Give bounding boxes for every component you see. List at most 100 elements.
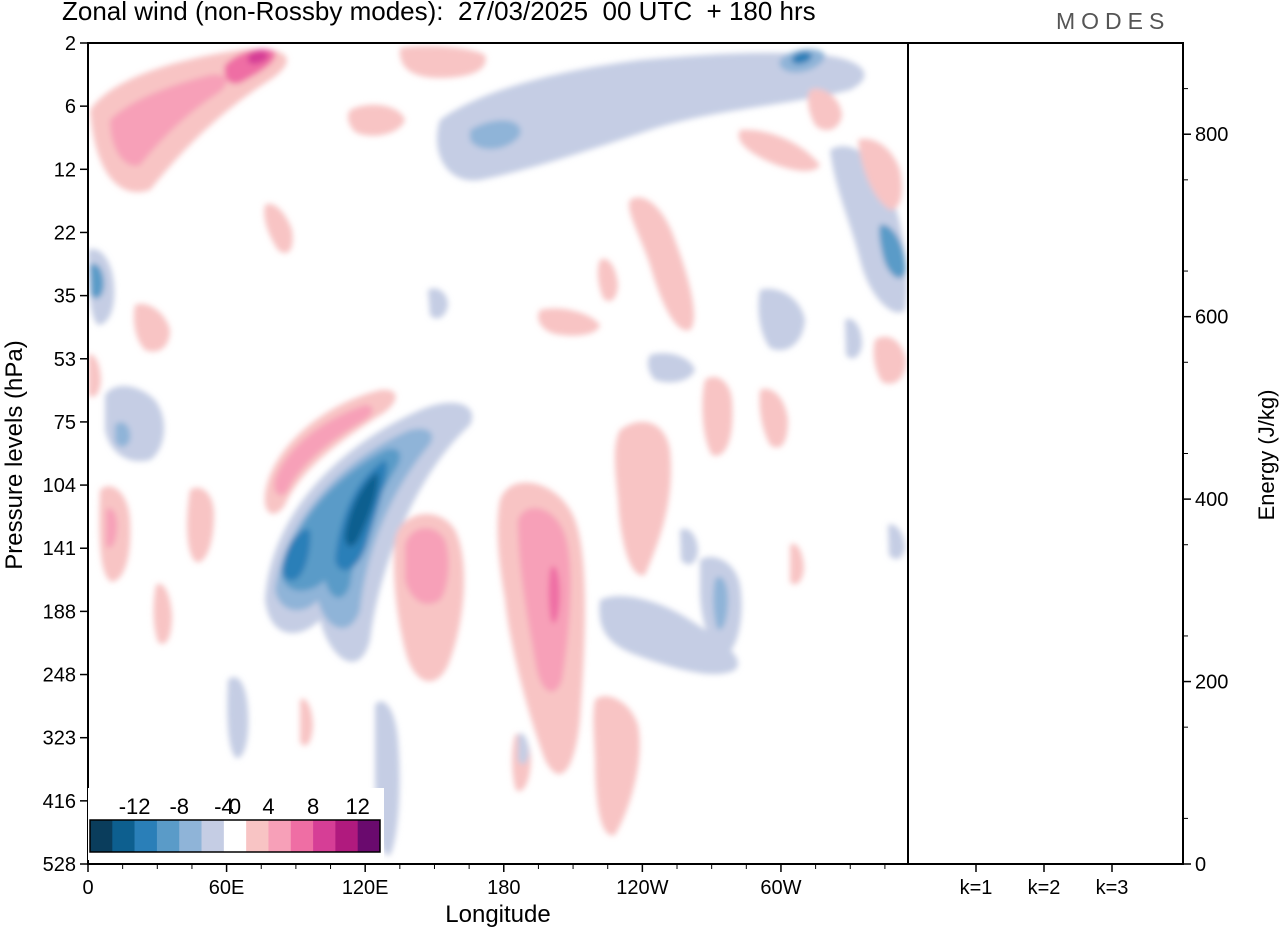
contour-positive-streak-15: [300, 698, 313, 746]
x-tick-label: 120W: [616, 877, 668, 899]
contour-negative-lower-right: [599, 596, 738, 675]
y-tick-label: 323: [43, 728, 76, 750]
contour-positive-streak-1: [347, 104, 405, 136]
colorbar-tick-label: -12: [119, 794, 151, 819]
energy-tick-label: 800: [1195, 124, 1228, 146]
y-tick-label: 248: [43, 665, 76, 687]
colorbar-cell: [268, 820, 292, 852]
contour-positive-mid-right-3: [702, 376, 733, 456]
contour-positive-lower-2: [593, 696, 640, 836]
y-tick-label: 75: [54, 412, 76, 434]
contour-negative-streak-4: [428, 288, 448, 319]
energy-frame: [907, 42, 1184, 865]
contour-positive-streak-14: [759, 388, 788, 448]
colorbar-tick-label: -4: [214, 794, 234, 819]
colorbar-cell: [201, 820, 225, 852]
contour-field: [88, 46, 907, 856]
contour-positive-streak-2: [399, 46, 486, 78]
x-tick-label: 0: [82, 877, 93, 899]
colorbar-tick-label: 0: [229, 794, 241, 819]
y-tick-label: 416: [43, 791, 76, 813]
contour-negative-streak-5: [680, 528, 698, 565]
contour-negative-streak-6: [888, 524, 905, 560]
colorbar-tick-label: 12: [345, 794, 369, 819]
colorbar-cell: [179, 820, 202, 852]
contour-positive-streak-7: [807, 88, 842, 131]
x-tick-label: 120E: [342, 877, 389, 899]
colorbar-cell: [112, 820, 135, 852]
contour-negative-left-mid-core: [115, 422, 131, 447]
chart-title: Zonal wind (non-Rossby modes): 27/03/202…: [62, 0, 816, 26]
contour-positive-left-low-2: [187, 487, 214, 563]
y-tick-label: 53: [54, 349, 76, 371]
colorbar-cell: [357, 820, 381, 852]
colorbar-border: [89, 819, 381, 853]
colorbar-cell: [156, 820, 180, 852]
colorbar-cell: [246, 820, 269, 852]
heatmap-y-axis: 2 6 12 22 35 53 75 104 141 188 248 323 416 528: [43, 33, 88, 876]
contour-positive-streak-11: [153, 583, 172, 644]
contour-positive-mid-right-2: [614, 421, 671, 576]
colorbar-tick-label: 8: [307, 794, 319, 819]
contour-negative-right-edge-inner: [879, 224, 906, 279]
contour-positive-blob-1-inner: [405, 528, 449, 604]
contour-negative-streak-3: [845, 318, 862, 359]
colorbar-cell: [90, 820, 113, 852]
colorbar-cell: [290, 820, 314, 852]
energy-axis-label: Energy (J/kg): [1254, 390, 1279, 521]
y-axis-label: Pressure levels (hPa): [1, 340, 28, 569]
y-tick-label: 6: [65, 96, 76, 118]
contour-positive-upper-left-inner: [110, 74, 227, 166]
y-tick-label: 35: [54, 286, 76, 308]
contour-positive-streak-16: [597, 258, 618, 302]
contour-negative-lower-left: [227, 677, 249, 759]
y-tick-label: 188: [43, 601, 76, 623]
energy-x-axis: k=1 k=2 k=3: [960, 864, 1128, 899]
contour-negative-streak-2: [758, 288, 805, 351]
x-tick-label: 180: [487, 877, 520, 899]
y-tick-label: 22: [54, 222, 76, 244]
contour-positive-streak-3: [538, 308, 600, 336]
energy-tick-label: 200: [1195, 672, 1228, 694]
energy-tick-label: 400: [1195, 489, 1228, 511]
contour-positive-streak-8: [264, 203, 293, 254]
contour-negative-streak-1: [647, 353, 695, 383]
contour-positive-mid-right: [629, 197, 695, 331]
energy-y-axis: 0 200 400 600 800: [1183, 88, 1228, 876]
y-tick-label: 104: [43, 475, 76, 497]
colorbar: -12 -8 -40 4 8 12: [88, 788, 384, 860]
contour-positive-streak-9: [133, 303, 170, 352]
contour-positive-streak-5: [858, 138, 902, 210]
contour-positive-streak-13: [790, 543, 804, 585]
contour-positive-upper-max-core: [248, 50, 269, 65]
colorbar-cell: [313, 820, 336, 852]
contour-negative-jet-peak2: [282, 529, 311, 581]
contour-positive-streak-6: [873, 336, 906, 384]
contour-negative-streak-7: [518, 733, 529, 765]
y-tick-label: 141: [43, 538, 76, 560]
energy-tick-label: 600: [1195, 307, 1228, 329]
x-tick-label: 60E: [209, 877, 245, 899]
energy-x-label: k=2: [1028, 877, 1061, 899]
contour-negative-jet-max: [345, 472, 379, 547]
colorbar-cell: [335, 820, 358, 852]
colorbar-cell: [134, 820, 158, 852]
y-tick-label: 12: [54, 159, 76, 181]
x-axis-label: Longitude: [445, 901, 550, 928]
contour-positive-jet-inner: [274, 405, 373, 496]
colorbar-cell: [223, 820, 247, 852]
y-tick-label: 528: [43, 854, 76, 876]
contour-negative-left-mid: [105, 385, 165, 462]
contour-positive-streak-10: [88, 354, 101, 397]
contour-negative-upper-band-inner: [470, 120, 521, 150]
contour-negative-left-edge-core: [90, 263, 104, 299]
colorbar-tick-label: -8: [169, 794, 189, 819]
x-tick-label: 60W: [760, 877, 801, 899]
y-tick-label: 2: [65, 33, 76, 55]
contour-positive-blob-2-inner: [518, 508, 571, 692]
colorbar-tick-label: 4: [262, 794, 274, 819]
energy-x-label: k=1: [960, 877, 993, 899]
contour-negative-upper-band: [436, 52, 865, 181]
contour-positive-streak-4: [738, 129, 820, 172]
